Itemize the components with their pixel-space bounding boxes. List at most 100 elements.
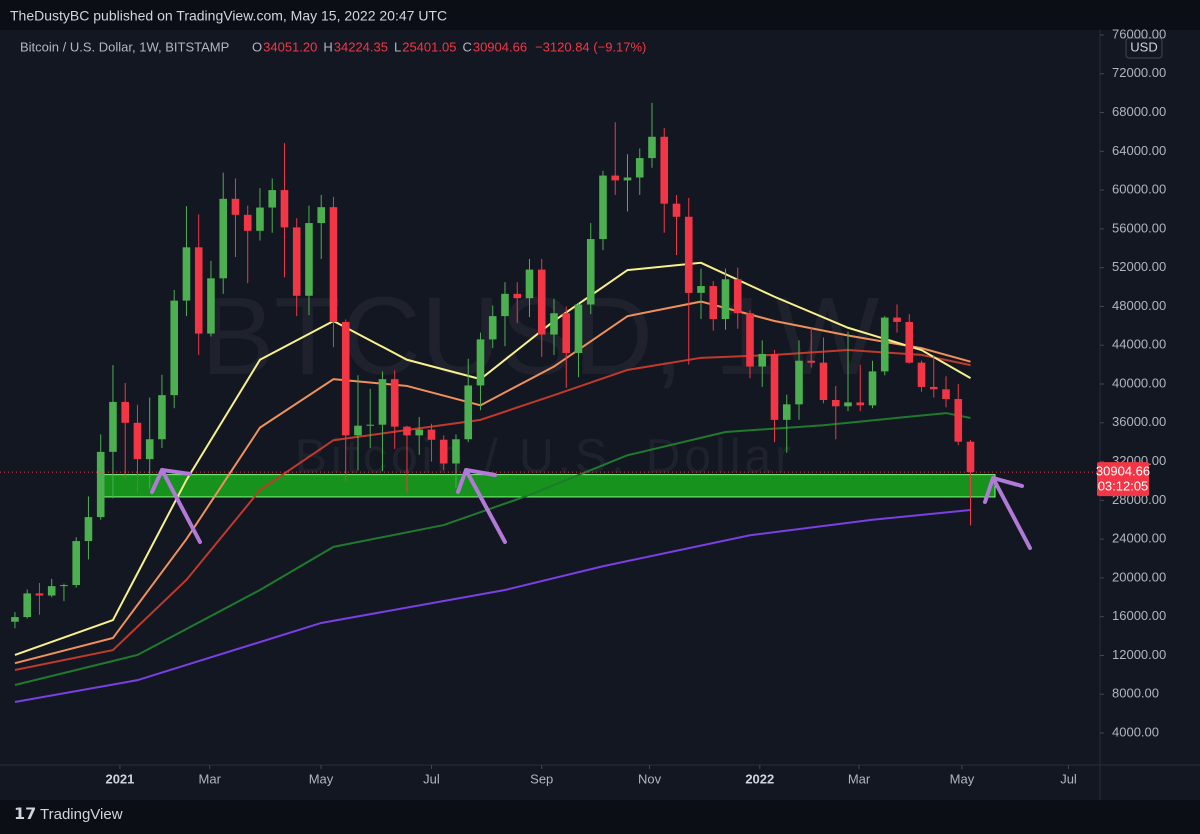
y-tick-label: 16000.00 (1112, 608, 1166, 623)
candle-body (182, 247, 191, 301)
moving-average (14, 509, 971, 703)
arrow (150, 468, 202, 544)
candle-body (23, 593, 31, 618)
candle-body (648, 136, 656, 159)
candle-body (709, 286, 718, 320)
x-tick-label: Sep (530, 771, 553, 786)
candle-body (697, 286, 705, 293)
candle-body (758, 353, 767, 367)
y-tick-label: 52000.00 (1112, 259, 1166, 274)
candle-body (807, 360, 816, 363)
candle-body (562, 313, 571, 353)
legend-part: 34224.35 (334, 39, 388, 54)
candle-body (280, 190, 289, 228)
candle-body (844, 402, 852, 407)
candle-body (84, 517, 93, 542)
candle-body (586, 239, 595, 305)
candle-body (611, 175, 620, 181)
candle-body (354, 425, 362, 436)
candle-body (35, 593, 44, 596)
candle-body (329, 207, 338, 322)
candle-body (305, 223, 313, 296)
candle-body (427, 429, 436, 440)
candle-body (60, 585, 68, 587)
footer-bar (0, 800, 1200, 834)
legend-part: C (462, 39, 471, 54)
candle-body (819, 362, 828, 400)
y-tick-label: 48000.00 (1112, 298, 1166, 313)
legend-part: −3120.84 (−9.17%) (535, 39, 646, 54)
legend-part: 25401.05 (402, 39, 456, 54)
legend-part: L (394, 39, 401, 54)
legend-part: 34051.20 (263, 39, 317, 54)
arrow (456, 468, 507, 544)
x-tick-label: Jul (1060, 771, 1077, 786)
candle-body (47, 586, 56, 596)
candle-body (231, 198, 240, 215)
y-tick-label: 40000.00 (1112, 375, 1166, 390)
y-tick-label: 4000.00 (1112, 724, 1159, 739)
candle-body (292, 227, 301, 296)
legend-part: O (252, 39, 262, 54)
candle-body (403, 426, 411, 436)
candle-body (464, 385, 473, 440)
candle-body (635, 158, 644, 178)
candle-body (795, 360, 803, 405)
candle-body (476, 339, 485, 386)
candle-body (96, 451, 105, 518)
y-tick-label: 44000.00 (1112, 337, 1166, 352)
candle-body (721, 279, 730, 320)
x-tick-label: Nov (638, 771, 662, 786)
candle-body (341, 321, 350, 436)
candle-body (366, 424, 375, 426)
y-tick-label: 20000.00 (1112, 569, 1166, 584)
candle-body (942, 389, 950, 400)
y-tick-label: 12000.00 (1112, 647, 1166, 662)
candle-body (893, 317, 901, 322)
y-tick-label: 8000.00 (1112, 686, 1159, 701)
candle-body (525, 269, 534, 299)
price-label-box (1097, 462, 1149, 497)
moving-average (14, 349, 971, 671)
y-tick-label: 76000.00 (1112, 26, 1166, 41)
currency-button[interactable] (1125, 37, 1163, 59)
candle-body (378, 379, 387, 425)
candle-body (72, 541, 80, 586)
candle-body (782, 404, 791, 420)
arrow (983, 476, 1032, 550)
candle-body (170, 300, 179, 396)
candle-body (256, 207, 264, 231)
candle-body (317, 207, 326, 224)
x-tick-label: 2021 (105, 771, 134, 786)
annotation-arrows (150, 468, 1032, 550)
candle-body (746, 313, 754, 367)
candle-body (452, 439, 460, 464)
candle-body (599, 175, 607, 240)
candle-body (550, 313, 558, 335)
logo-mark: 𝟭𝟳 (14, 806, 36, 823)
candle-body (770, 353, 779, 420)
footer: TradingView (40, 806, 123, 823)
symbol: Bitcoin / U.S. Dollar, 1W, BITSTAMP (20, 39, 229, 54)
currency[interactable]: USD (1130, 39, 1157, 54)
candle-body (966, 441, 975, 473)
x-tick-label: May (950, 771, 975, 786)
candle-body (133, 422, 142, 460)
plot (0, 102, 1100, 703)
legend-part: H (323, 39, 332, 54)
y-tick-label: 64000.00 (1112, 143, 1166, 158)
candle-body (537, 269, 546, 335)
candle-body (733, 279, 742, 314)
candle-body (501, 293, 509, 317)
header-bar (0, 0, 1200, 30)
candle-body (488, 316, 497, 340)
candle-body (207, 278, 215, 334)
candle-body (390, 379, 399, 427)
candle-body (121, 401, 130, 423)
candle-body (868, 371, 877, 406)
candle-body (219, 198, 228, 279)
candle-body (415, 429, 424, 436)
candle-body (158, 395, 166, 440)
price-label: 30904.66 (1096, 464, 1150, 479)
candle-body (243, 214, 252, 231)
